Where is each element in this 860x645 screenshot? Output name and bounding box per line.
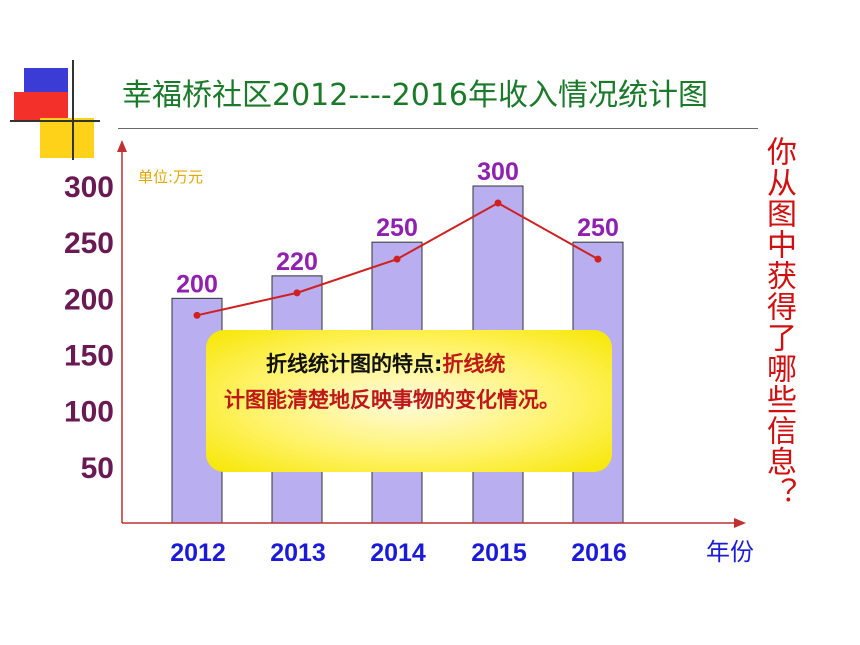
trend-point-2015: [494, 199, 502, 207]
y-tick-label-150: 150: [64, 340, 114, 373]
x-tick-label-2016: 2016: [571, 539, 627, 567]
trend-point-2013: [293, 289, 301, 297]
y-tick-label-250: 250: [64, 227, 114, 260]
y-axis-arrow: [117, 140, 127, 152]
callout-first-line: 折线统计图的特点:折线统: [224, 346, 594, 382]
page-title: 幸福桥社区2012----2016年收入情况统计图: [122, 78, 708, 113]
callout-body-inline: 折线统: [442, 352, 506, 376]
x-axis-unit-label: 年份: [706, 538, 754, 566]
trend-points-group: [193, 199, 602, 319]
x-tick-label-2013: 2013: [270, 539, 326, 567]
data-label-2015: 300: [477, 158, 519, 186]
data-label-2013: 220: [276, 248, 318, 276]
data-label-2016: 250: [577, 214, 619, 242]
y-tick-label-200: 200: [64, 283, 114, 316]
trend-point-2014: [393, 255, 401, 263]
callout-box: 折线统计图的特点:折线统 计图能清楚地反映事物的变化情况。: [206, 330, 612, 472]
data-label-2012: 200: [176, 270, 218, 298]
x-tick-label-2012: 2012: [170, 539, 226, 567]
decor-vertical-line: [72, 60, 74, 160]
x-tick-label-2014: 2014: [370, 539, 426, 567]
callout-body-rest: 计图能清楚地反映事物的变化情况。: [224, 388, 560, 412]
x-tick-labels-group: 2012 2013 2014 2015 2016: [170, 539, 627, 567]
y-tick-label-300: 300: [64, 171, 114, 204]
title-underline: [118, 128, 758, 129]
trend-point-2012: [193, 311, 201, 319]
decor-red-square: [14, 92, 68, 122]
x-axis-arrow: [734, 518, 746, 528]
x-tick-label-2015: 2015: [471, 539, 527, 567]
y-tick-label-100: 100: [64, 396, 114, 429]
callout-heading: 折线统计图的特点:: [266, 352, 443, 376]
decor-yellow-square: [40, 118, 94, 158]
trend-point-2016: [594, 255, 602, 263]
y-tick-label-50: 50: [81, 452, 114, 485]
data-label-2014: 250: [376, 214, 418, 242]
y-tick-labels-group: 50 100 150 200 250 300: [64, 171, 114, 485]
data-labels-group: 200 220 250 300 250: [176, 158, 619, 298]
decor-horizontal-line: [10, 120, 100, 122]
side-question: 你从图中获得了哪些信息？: [764, 136, 796, 508]
unit-label: 单位:万元: [138, 168, 204, 186]
